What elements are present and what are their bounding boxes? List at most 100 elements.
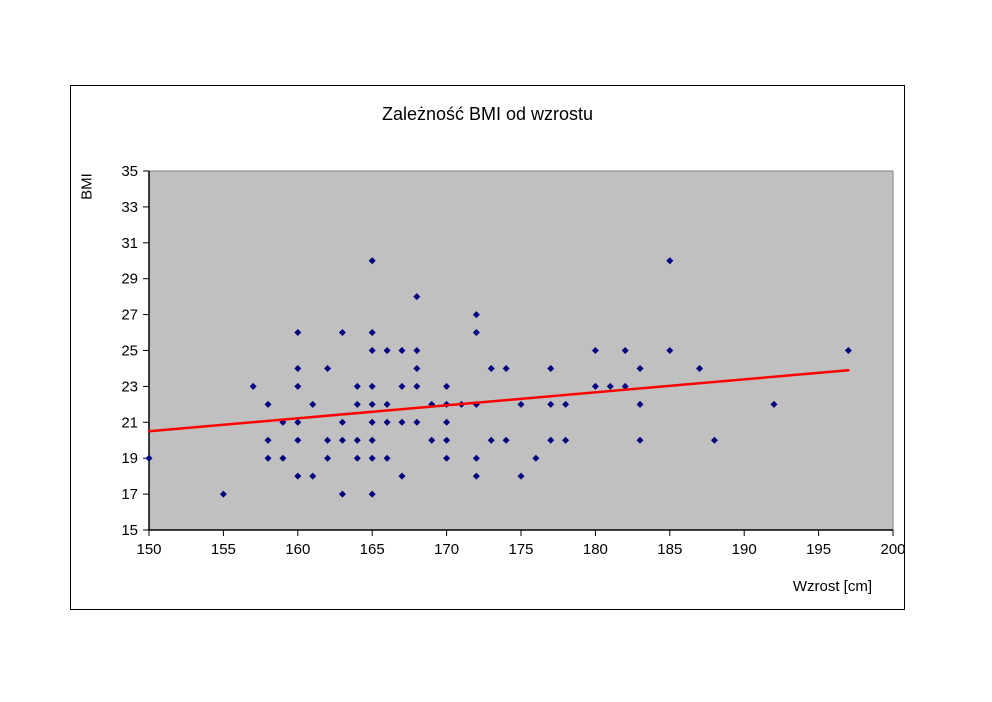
data-point [413, 364, 421, 372]
data-point [368, 490, 376, 498]
data-point [383, 418, 391, 426]
data-point [309, 472, 317, 480]
data-point [413, 347, 421, 354]
data-point [368, 382, 376, 390]
data-point [562, 400, 570, 408]
data-point [547, 364, 555, 372]
data-point [264, 400, 272, 408]
data-point [413, 418, 421, 426]
data-point [443, 382, 451, 390]
data-point [443, 418, 451, 426]
y-tick-label: 17 [121, 486, 138, 503]
data-point [368, 257, 376, 265]
plot-area [148, 170, 894, 531]
data-point [666, 257, 674, 265]
data-point [398, 382, 406, 390]
data-point [294, 472, 302, 480]
data-point [487, 436, 495, 444]
data-point [294, 418, 302, 426]
data-point [428, 436, 436, 444]
x-tick-label: 155 [211, 541, 236, 558]
data-point [353, 436, 361, 444]
chart-title: Zależność BMI od wzrostu [381, 104, 594, 124]
x-tick-label: 200 [880, 541, 904, 558]
data-point [279, 454, 287, 462]
data-point [368, 418, 376, 426]
data-point [368, 436, 376, 444]
data-point [517, 472, 525, 480]
trend-line [147, 368, 850, 433]
data-point [636, 436, 644, 444]
data-point [636, 364, 644, 372]
data-point [309, 400, 317, 408]
data-point [443, 436, 451, 444]
data-point [249, 382, 257, 390]
data-point [502, 364, 510, 372]
data-point [398, 418, 406, 426]
data-point [383, 454, 391, 462]
data-point [324, 454, 332, 462]
data-point [517, 400, 525, 408]
data-point [353, 400, 361, 408]
data-point [324, 364, 332, 372]
data-point [338, 329, 346, 337]
y-tick-label: 15 [121, 522, 138, 539]
data-point [472, 454, 480, 462]
data-point [770, 400, 778, 408]
y-tick-label: 35 [121, 163, 138, 180]
x-tick-label: 180 [583, 541, 608, 558]
data-point [368, 347, 376, 354]
data-point [487, 364, 495, 372]
data-point [368, 329, 376, 337]
data-point [413, 293, 421, 301]
data-point [621, 347, 629, 354]
data-point [710, 436, 718, 444]
data-point [294, 329, 302, 337]
data-point [472, 472, 480, 480]
y-tick-label: 21 [121, 414, 138, 431]
data-point [368, 454, 376, 462]
y-tick-label: 19 [121, 450, 138, 467]
data-point [219, 490, 227, 498]
data-point [413, 382, 421, 390]
data-point [398, 347, 406, 354]
data-point [844, 347, 852, 354]
data-point [145, 454, 153, 462]
data-point [398, 472, 406, 480]
data-point [443, 454, 451, 462]
scatter-plot: 150 155 160 165 170 175 180 185 190 195 200 15 17 19 2… [121, 163, 904, 558]
y-tick-label: 31 [121, 235, 138, 252]
x-tick-label: 195 [806, 541, 831, 558]
data-point [472, 311, 480, 319]
data-point [294, 382, 302, 390]
x-tick-label: 165 [360, 541, 385, 558]
data-point [383, 347, 391, 354]
data-point [636, 400, 644, 408]
data-point [547, 436, 555, 444]
data-point [562, 436, 570, 444]
y-tick-label: 25 [121, 343, 138, 360]
data-point [547, 400, 555, 408]
y-tick-label: 33 [121, 199, 138, 216]
data-point [696, 364, 704, 372]
data-point [338, 436, 346, 444]
chart-frame: Zależność BMI od wzrostu BMI Wzrost [cm]… [70, 85, 905, 610]
data-point [472, 329, 480, 337]
data-point [502, 436, 510, 444]
data-point [264, 454, 272, 462]
data-point [294, 364, 302, 372]
data-point [606, 382, 614, 390]
data-point [591, 347, 599, 354]
data-point [294, 436, 302, 444]
data-point [324, 436, 332, 444]
y-tick-label: 23 [121, 378, 138, 395]
x-tick-label: 170 [434, 541, 459, 558]
data-point [383, 400, 391, 408]
x-tick-label: 150 [136, 541, 161, 558]
data-point [353, 454, 361, 462]
data-point [338, 490, 346, 498]
data-point [368, 400, 376, 408]
data-point [338, 418, 346, 426]
x-tick-label: 160 [285, 541, 310, 558]
